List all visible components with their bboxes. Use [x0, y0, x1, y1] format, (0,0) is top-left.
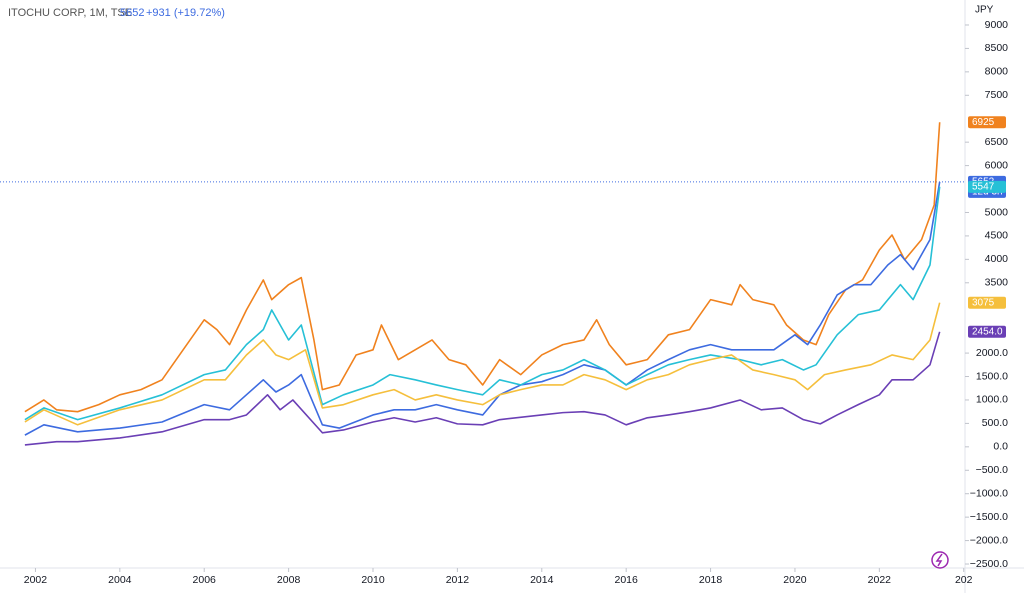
price-label: 6925: [972, 117, 995, 128]
y-tick-label: 3500: [985, 277, 1009, 289]
y-tick-label: 8500: [985, 42, 1009, 54]
y-tick-label: 9000: [985, 19, 1009, 31]
y-tick-label: 0.0: [993, 441, 1008, 453]
y-tick-label: 1500.0: [976, 370, 1008, 382]
x-tick-label: 2022: [868, 574, 892, 586]
price-label-box: [968, 325, 1006, 338]
y-tick-label: 6000: [985, 159, 1009, 171]
price-label: 3075: [972, 297, 995, 308]
currency: JPY: [975, 5, 994, 16]
y-tick-label: −1500.0: [970, 511, 1008, 523]
price-label: 5547: [972, 181, 995, 192]
x-tick-label: 2018: [699, 574, 723, 586]
series-line: [24, 302, 941, 426]
y-tick-label: 500.0: [982, 417, 1008, 429]
price-label-box: [968, 116, 1006, 129]
x-tick-label: 2012: [446, 574, 470, 586]
symbol: ITOCHU CORP, 1M, TSE: [8, 7, 132, 19]
y-tick-label: 8000: [985, 66, 1009, 78]
y-tick-label: 4000: [985, 253, 1009, 265]
change: +931 (+19.72%): [146, 7, 225, 19]
y-tick-label: 4500: [985, 230, 1009, 242]
y-tick-label: 1000.0: [976, 394, 1008, 406]
y-tick-label: 7500: [985, 89, 1009, 101]
y-tick-label: 6500: [985, 136, 1009, 148]
x-tick-label: 2010: [361, 574, 385, 586]
x-tick-label: 2002: [24, 574, 48, 586]
y-tick-label: 5000: [985, 206, 1009, 218]
series-line: [24, 181, 941, 436]
series-line: [24, 186, 941, 421]
y-tick-label: 2000.0: [976, 347, 1008, 359]
x-tick-label: 202: [955, 574, 973, 586]
series-line: [24, 122, 941, 413]
price-label: 2454.0: [972, 326, 1003, 337]
x-tick-label: 2014: [530, 574, 554, 586]
flash-icon[interactable]: [931, 551, 949, 569]
x-tick-label: 2020: [783, 574, 807, 586]
x-tick-label: 2006: [193, 574, 217, 586]
price-label-box: [968, 180, 1006, 193]
price-label-box: [968, 296, 1006, 309]
y-tick-label: −500.0: [976, 464, 1009, 476]
y-tick-label: −2500.0: [970, 558, 1008, 570]
y-tick-label: −2000.0: [970, 534, 1008, 546]
series-line: [24, 331, 941, 446]
y-tick-label: −1000.0: [970, 487, 1008, 499]
price: 5652: [120, 7, 144, 19]
x-tick-label: 2004: [108, 574, 132, 586]
x-tick-label: 2008: [277, 574, 301, 586]
x-tick-label: 2016: [614, 574, 638, 586]
